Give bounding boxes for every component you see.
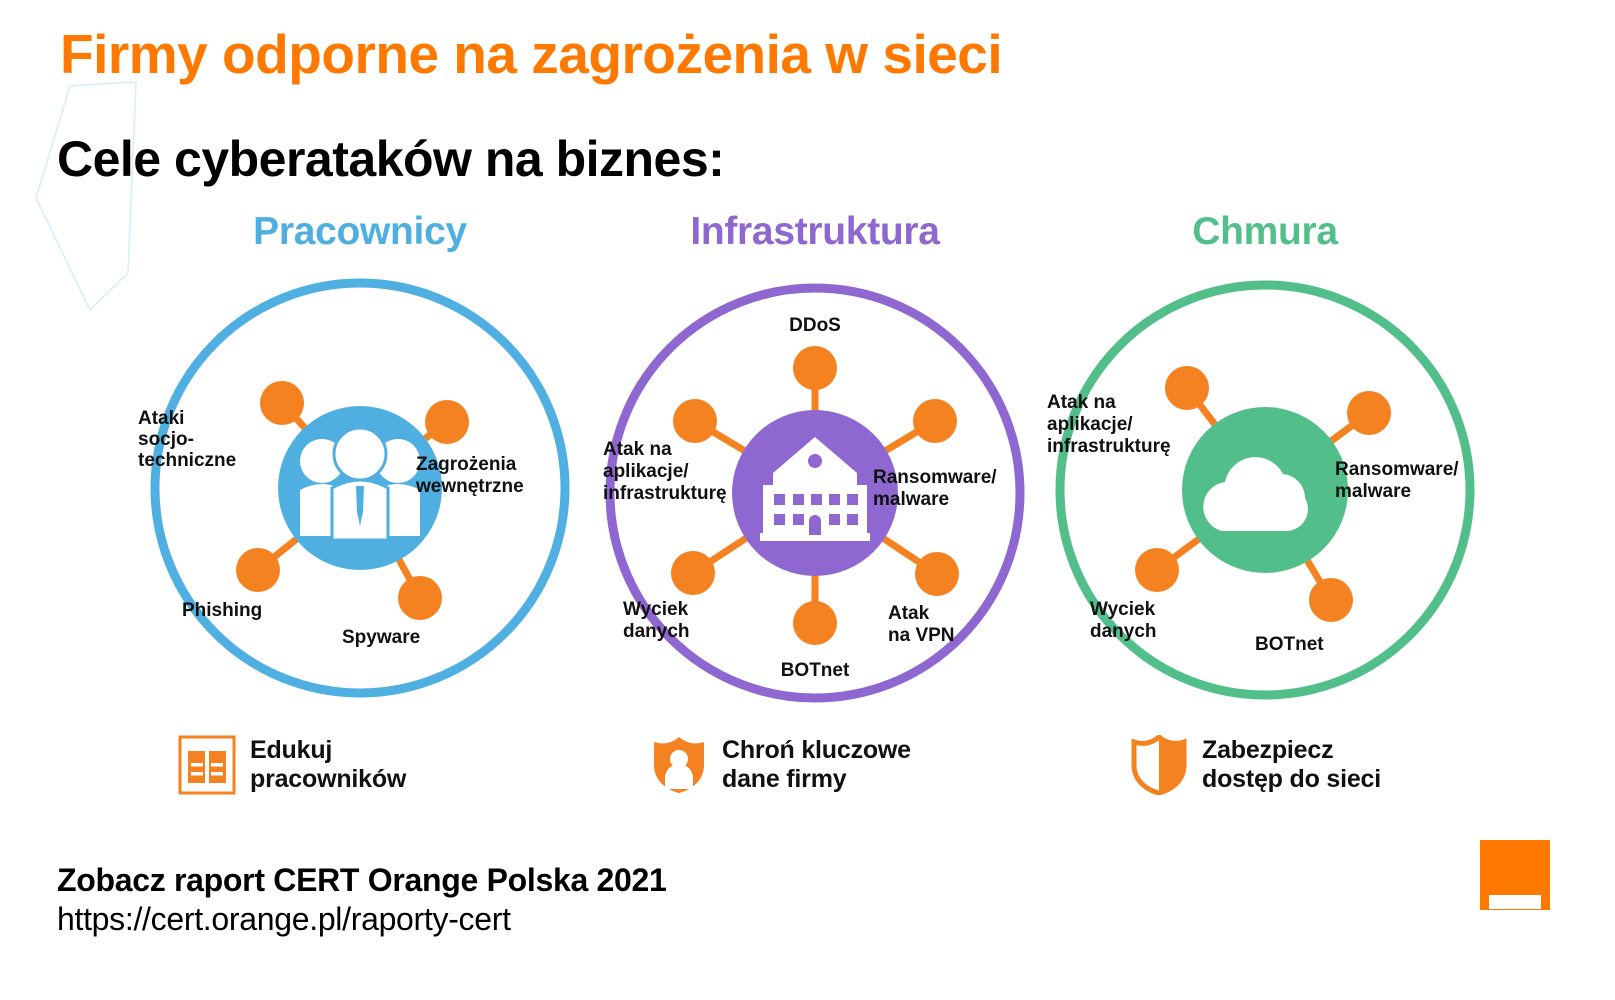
node-dot[interactable] — [793, 346, 837, 390]
node-dot[interactable] — [260, 381, 304, 425]
column-pracownicy: Pracownicy — [100, 0, 620, 1000]
advice-label: Edukuj pracowników — [250, 736, 407, 793]
node-dot[interactable] — [1309, 578, 1353, 622]
node-label-atak-na-aplikacje: Atak na aplikacje/ infrastrukturę — [1047, 392, 1171, 457]
column-heading-pracownicy: Pracownicy — [253, 210, 467, 253]
node-label-ataki-socjotechniczne: Ataki socjo- techniczne — [138, 408, 236, 471]
node-dot[interactable] — [793, 601, 837, 645]
node-label-phishing: Phishing — [182, 600, 262, 621]
node-dot[interactable] — [915, 552, 959, 596]
node-label-ddos: DDoS — [789, 315, 841, 336]
node-label-spyware: Spyware — [342, 627, 420, 648]
page-subtitle: Cele cyberataków na biznes: — [57, 131, 725, 187]
footer-report-title: Zobacz raport CERT Orange Polska 2021 — [57, 862, 667, 898]
column-infrastruktura: Infrastruktura — [555, 0, 1075, 1000]
node-dot[interactable] — [236, 548, 280, 592]
shield-person-icon — [654, 737, 704, 793]
node-dot[interactable] — [425, 400, 469, 444]
node-label-wyciek-danych: Wyciek danych — [623, 599, 693, 642]
page-title: Firmy odporne na zagrożenia w sieci — [60, 23, 1003, 85]
building-icon — [760, 437, 870, 541]
column-heading-chmura: Chmura — [1192, 210, 1338, 253]
outer-ring-chmura — [1055, 280, 1475, 700]
node-dot[interactable] — [913, 399, 957, 443]
node-label-atak-na-vpn: Atak na VPN — [888, 603, 955, 646]
column-chmura: Chmura — [1005, 0, 1525, 1000]
column-heading-infrastruktura: Infrastruktura — [690, 210, 940, 253]
orange-logo-bar — [1489, 895, 1541, 909]
advice-chron-kluczowe-dane-firmy: Chroń kluczowe dane firmy — [650, 735, 911, 795]
advice-label: Chroń kluczowe dane firmy — [722, 736, 911, 793]
node-label-wyciek-danych: Wyciek danych — [1090, 599, 1160, 642]
nodes-infrastruktura — [671, 346, 959, 645]
node-dot[interactable] — [1135, 548, 1179, 592]
node-label-zagrozenia-wewnetrzne: Zagrożenia wewnętrzne — [415, 454, 524, 497]
node-dot[interactable] — [1347, 391, 1391, 435]
node-dot[interactable] — [673, 399, 717, 443]
outer-ring-infrastruktura — [605, 283, 1025, 703]
nodes-pracownicy — [236, 381, 469, 620]
node-label-botnet: BOTnet — [781, 660, 850, 681]
decorative-arrow-icon — [35, 81, 137, 312]
footer-report-url[interactable]: https://cert.orange.pl/raporty-cert — [57, 901, 511, 937]
outer-ring-pracownicy — [150, 278, 570, 698]
advice-zabezpiecz-dostep-do-sieci: Zabezpiecz dostęp do sieci — [1130, 735, 1381, 795]
nodes-chmura — [1135, 366, 1391, 622]
advice-edukuj-pracownikow: Edukuj pracowników — [178, 735, 406, 795]
footer: Zobacz raport CERT Orange Polska 2021 ht… — [57, 862, 667, 938]
node-dot[interactable] — [671, 551, 715, 595]
diagram-pracownicy: Ataki socjo- techniczne Zagrożenia wewnę… — [100, 278, 620, 708]
node-dot[interactable] — [1165, 366, 1209, 410]
node-dot[interactable] — [398, 576, 442, 620]
node-label-ransomware-malware: Ransomware/ malware — [1335, 459, 1464, 502]
node-label-atak-na-aplikacje: Atak na aplikacje/ infrastrukturę — [603, 439, 727, 504]
shield-half-icon — [1131, 735, 1187, 795]
cloud-icon — [1203, 457, 1308, 531]
diagram-chmura: Atak na aplikacje/ infrastrukturę Ransom… — [1005, 278, 1525, 708]
diagram-infrastruktura: DDoS Atak na aplikacje/ infrastrukturę R… — [555, 278, 1075, 708]
node-label-botnet: BOTnet — [1255, 634, 1324, 655]
node-label-ransomware-malware: Ransomware/ malware — [873, 467, 1002, 510]
open-book-icon — [178, 735, 236, 795]
people-icon — [300, 426, 420, 542]
advice-label: Zabezpiecz dostęp do sieci — [1202, 736, 1381, 793]
